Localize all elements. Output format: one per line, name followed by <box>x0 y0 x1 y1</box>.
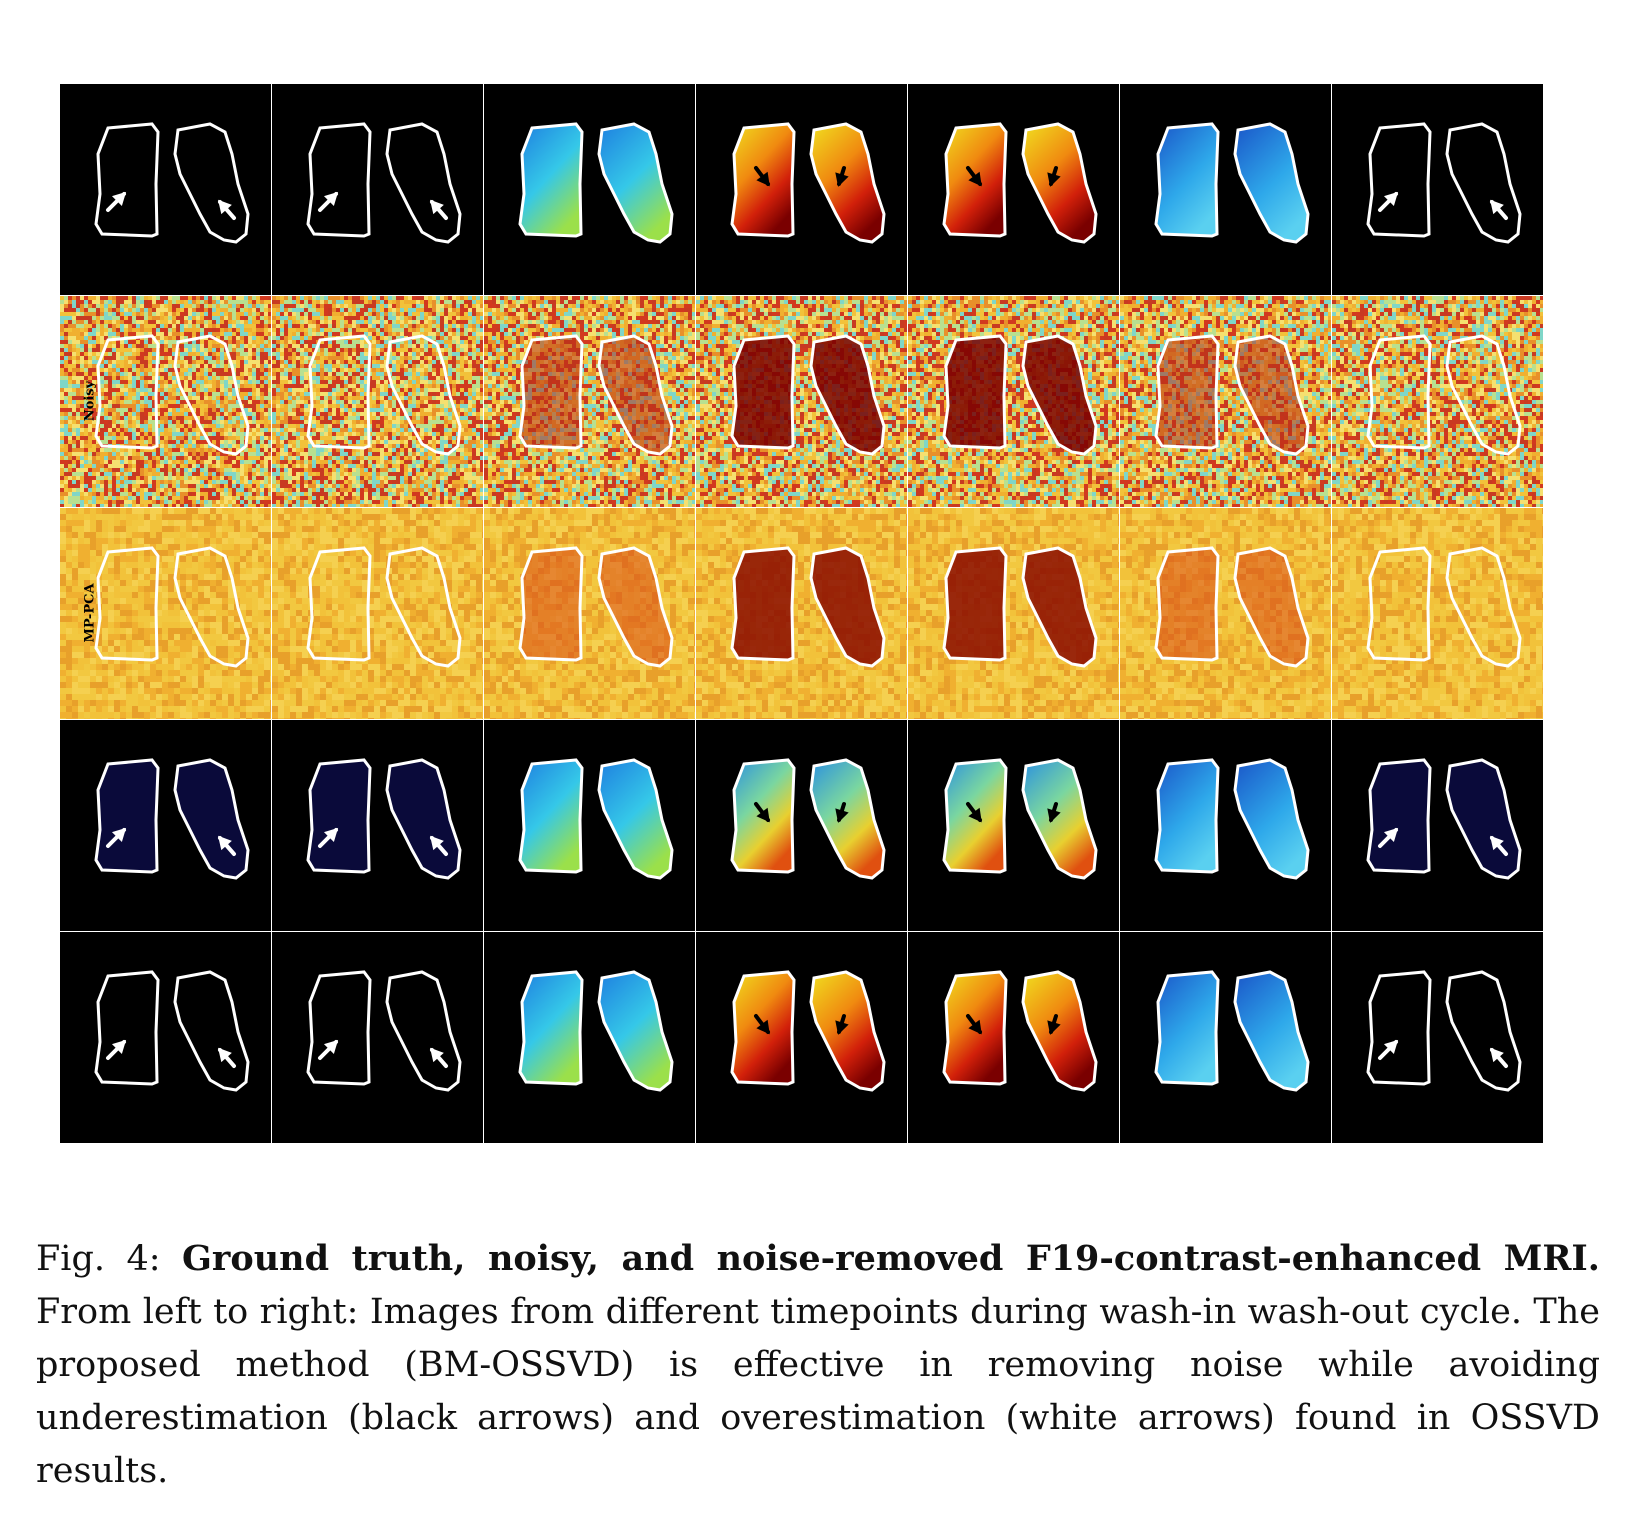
mri-panel-r2-c7 <box>1332 296 1543 507</box>
mri-panel-r2-c3 <box>484 296 695 507</box>
caption-label: Fig. 4: <box>36 1239 161 1279</box>
mri-panel-r2-c1 <box>60 296 271 507</box>
mri-panel-r5-c5 <box>908 932 1119 1143</box>
mri-panel-r2-c2 <box>272 296 483 507</box>
mri-panel-r2-c5 <box>908 296 1119 507</box>
mri-panel-r4-c1 <box>60 720 271 931</box>
mri-panel-r1-c2 <box>272 84 483 295</box>
mri-panel-r5-c1 <box>60 932 271 1143</box>
row-label-mp-pca: MP-PCA <box>60 508 120 718</box>
mri-panel-r4-c6 <box>1120 720 1331 931</box>
row-label-noisy: Noisy <box>60 296 120 506</box>
mri-panel-r4-c2 <box>272 720 483 931</box>
mri-panel-r1-c5 <box>908 84 1119 295</box>
mri-panel-r3-c1 <box>60 508 271 719</box>
mri-panel-grid <box>60 84 1543 1143</box>
mri-panel-r5-c6 <box>1120 932 1331 1143</box>
mri-panel-r3-c4 <box>696 508 907 719</box>
row-label-ground-truth: Ground truth <box>60 84 120 294</box>
mri-panel-r1-c6 <box>1120 84 1331 295</box>
row-label-ossvd: OSSVD <box>60 720 120 930</box>
mri-panel-r3-c7 <box>1332 508 1543 719</box>
mri-panel-r5-c3 <box>484 932 695 1143</box>
caption-title: Ground truth, noisy, and noise-removed F… <box>182 1238 1600 1279</box>
mri-panel-r4-c3 <box>484 720 695 931</box>
mri-panel-r3-c2 <box>272 508 483 719</box>
mri-panel-r4-c5 <box>908 720 1119 931</box>
mri-figure: Ground truth Noisy MP-PCA OSSVD BM-OSSVD <box>60 84 1600 1190</box>
mri-panel-r1-c7 <box>1332 84 1543 295</box>
mri-panel-r4-c4 <box>696 720 907 931</box>
mri-panel-r3-c3 <box>484 508 695 719</box>
mri-panel-r2-c6 <box>1120 296 1331 507</box>
mri-panel-r5-c2 <box>272 932 483 1143</box>
figure-caption: Fig. 4: Ground truth, noisy, and noise-r… <box>36 1232 1600 1498</box>
mri-panel-r1-c1 <box>60 84 271 295</box>
mri-panel-r1-c4 <box>696 84 907 295</box>
mri-panel-r1-c3 <box>484 84 695 295</box>
mri-panel-r4-c7 <box>1332 720 1543 931</box>
mri-panel-r5-c4 <box>696 932 907 1143</box>
mri-panel-r3-c6 <box>1120 508 1331 719</box>
row-label-bm-ossvd: BM-OSSVD <box>60 932 120 1142</box>
mri-panel-r5-c7 <box>1332 932 1543 1143</box>
mri-panel-r2-c4 <box>696 296 907 507</box>
mri-panel-r3-c5 <box>908 508 1119 719</box>
caption-body: From left to right: Images from differen… <box>36 1292 1600 1491</box>
